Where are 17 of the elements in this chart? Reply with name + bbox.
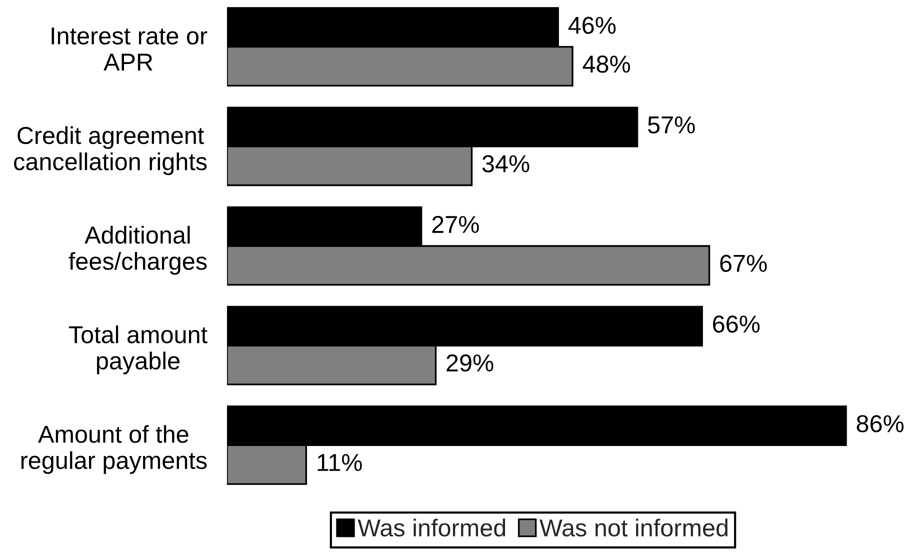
- legend-label: Was not informed: [540, 518, 728, 537]
- y-tick-label: Additional fees/charges: [68, 226, 207, 275]
- y-tick-label: Interest rate or APR: [52, 28, 208, 70]
- y-tick-label: Total amount payable: [68, 325, 208, 374]
- data-label: 11%: [318, 454, 362, 472]
- data-label: 29%: [446, 354, 494, 372]
- y-tick-label: Amount of the regular payments: [21, 425, 207, 474]
- data-label: 48%: [582, 56, 630, 73]
- data-label: 46%: [568, 16, 616, 34]
- data-label: 66%: [713, 316, 760, 333]
- data-label: 27%: [432, 216, 479, 234]
- y-tick-label: Credit agreement cancellation rights: [14, 126, 207, 176]
- data-label: 67%: [720, 254, 767, 272]
- data-label: 86%: [856, 415, 904, 432]
- data-label: 34%: [482, 155, 530, 172]
- data-label: 57%: [648, 116, 695, 134]
- legend-label: Was informed: [358, 518, 506, 537]
